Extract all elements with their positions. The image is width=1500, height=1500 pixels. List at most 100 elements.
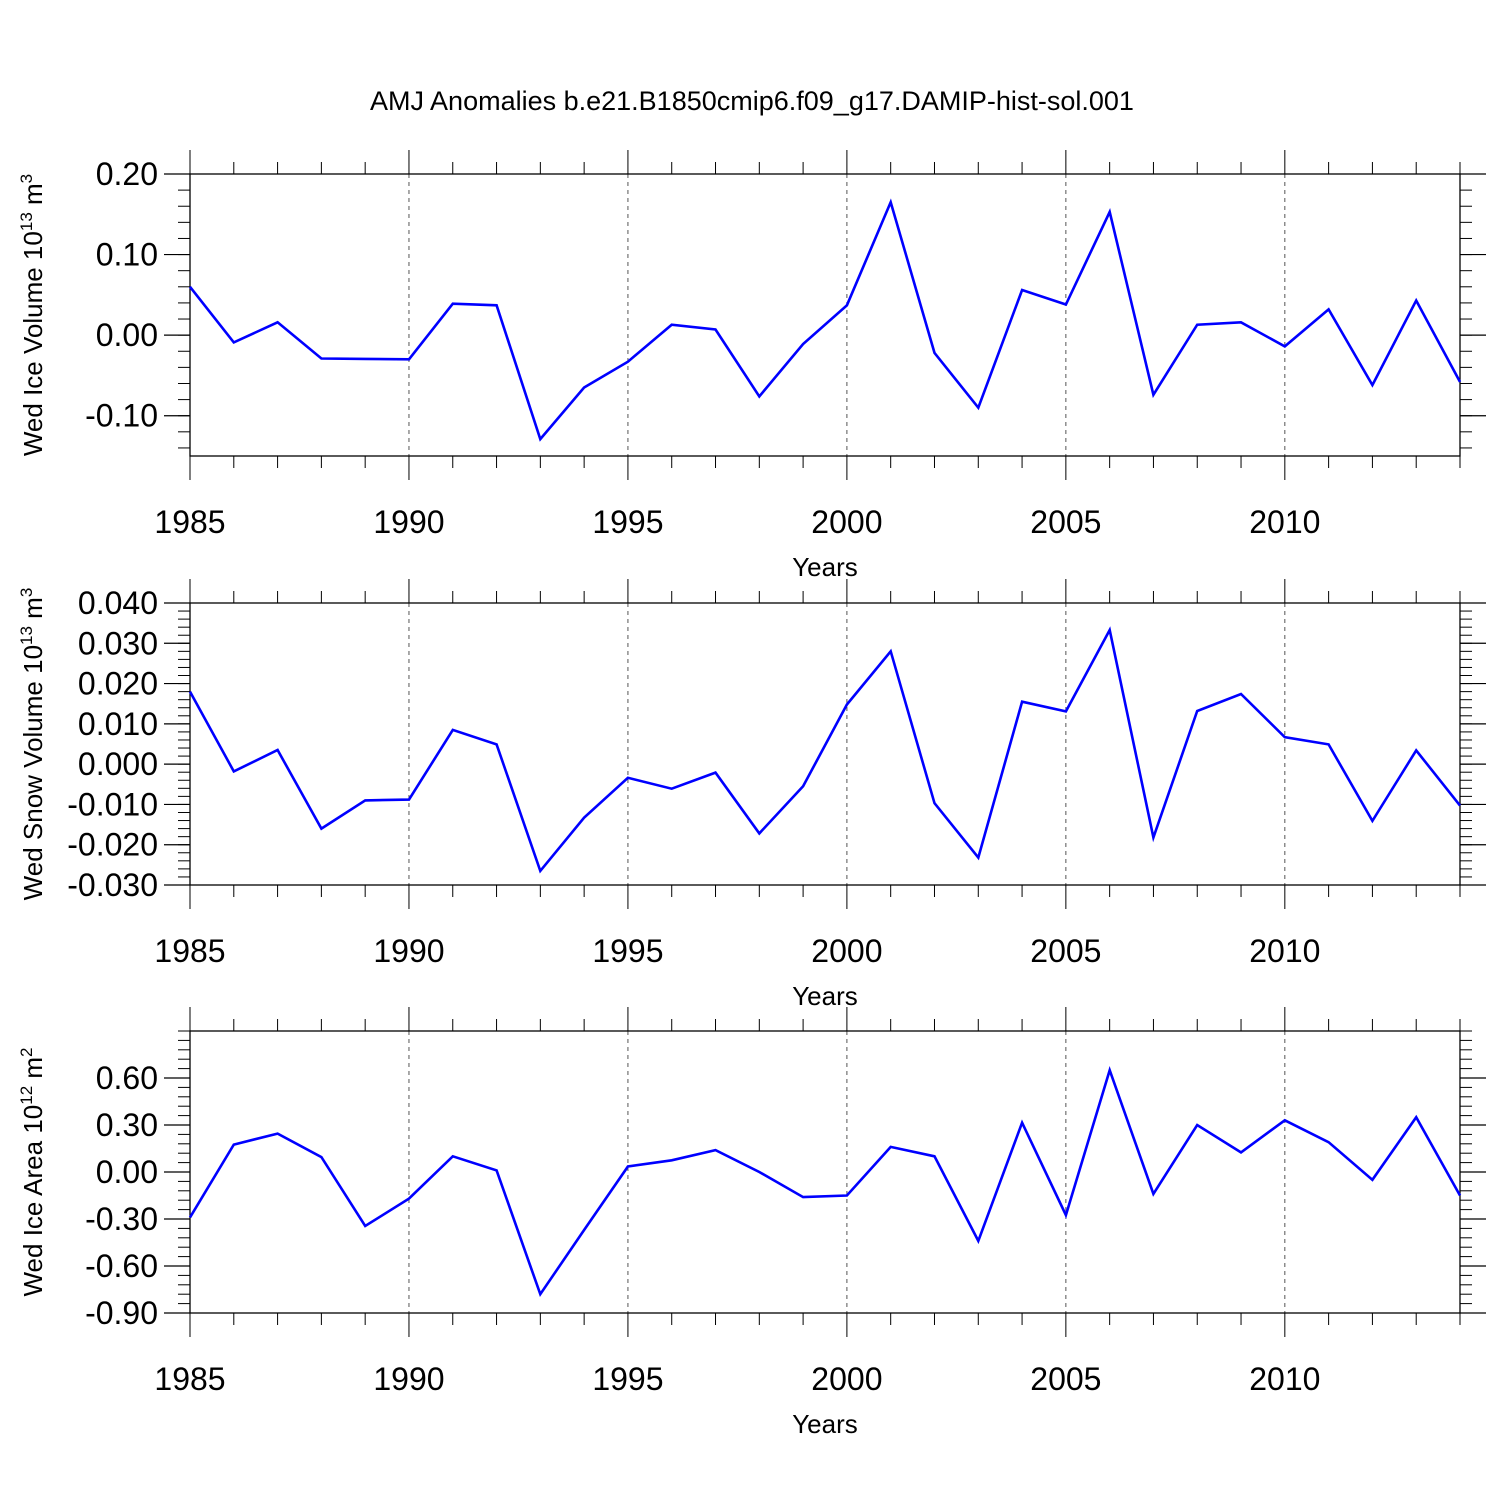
data-point	[1195, 709, 1199, 713]
data-point	[1370, 383, 1374, 387]
data-point	[1020, 288, 1024, 292]
data-point	[538, 869, 542, 873]
data-point	[582, 816, 586, 820]
data-point	[714, 1148, 718, 1152]
data-point	[451, 1154, 455, 1158]
data-point	[188, 285, 192, 289]
y-tick-label: -0.30	[85, 1201, 158, 1237]
y-axis-title: Wed Ice Area 1012 m2	[17, 1047, 48, 1296]
panels: -0.10 0.00 0.10 0.20 1985 1990 1995 2000 2005 201…	[17, 150, 1486, 1439]
y-tick-label: 0.000	[78, 746, 158, 782]
data-point	[451, 302, 455, 306]
y-tick-label: 0.00	[96, 1154, 158, 1190]
data-point	[801, 1195, 805, 1199]
data-point	[188, 690, 192, 694]
y-tick-label: -0.10	[85, 398, 158, 434]
data-point	[1414, 748, 1418, 752]
data-point	[1370, 819, 1374, 823]
data-point	[1327, 307, 1331, 311]
data-point	[1020, 1121, 1024, 1125]
data-point	[1414, 1115, 1418, 1119]
data-point	[889, 649, 893, 653]
data-point	[1283, 735, 1287, 739]
data-point	[1195, 1123, 1199, 1127]
data-point	[845, 703, 849, 707]
x-tick-label: 2010	[1249, 933, 1320, 969]
data-point	[1195, 323, 1199, 327]
x-tick-label: 2005	[1030, 1361, 1101, 1397]
y-axis-title-unit-exponent: 3	[17, 174, 36, 183]
y-axis-title-exponent: 12	[17, 1086, 36, 1105]
data-point	[538, 437, 542, 441]
data-point	[319, 1155, 323, 1159]
data-point	[757, 1170, 761, 1174]
y-tick-label: -0.60	[85, 1248, 158, 1284]
y-axis-title-exponent: 13	[17, 212, 36, 231]
data-point	[670, 1158, 674, 1162]
data-point	[363, 357, 367, 361]
data-point	[1064, 1213, 1068, 1217]
data-point	[1151, 835, 1155, 839]
panel-1: -0.10 0.00 0.10 0.20 1985 1990 1995 2000 2005 201…	[17, 150, 1486, 582]
data-point	[1064, 303, 1068, 307]
data-point	[232, 769, 236, 773]
data-point	[1283, 344, 1287, 348]
data-point	[801, 784, 805, 788]
data-point	[495, 303, 499, 307]
data-point	[407, 1197, 411, 1201]
y-axis-title-text: Wed Ice Volume 10	[18, 231, 48, 456]
x-tick-label: 1990	[373, 504, 444, 540]
x-tick-label: 2010	[1249, 504, 1320, 540]
data-point	[1239, 1150, 1243, 1154]
y-tick-label: 0.30	[96, 1107, 158, 1143]
data-point	[1458, 380, 1462, 384]
data-point	[932, 801, 936, 805]
data-point	[845, 1194, 849, 1198]
data-point	[1370, 1178, 1374, 1182]
x-tick-label: 1985	[154, 933, 225, 969]
plot-frame	[189, 1030, 1461, 1314]
data-point	[1327, 742, 1331, 746]
data-point	[1239, 692, 1243, 696]
data-point	[363, 1224, 367, 1228]
chart-title: AMJ Anomalies b.e21.B1850cmip6.f09_g17.D…	[370, 86, 1134, 116]
data-point	[1327, 1140, 1331, 1144]
data-point	[319, 827, 323, 831]
data-point	[757, 831, 761, 835]
data-point	[1064, 709, 1068, 713]
x-tick-label: 1985	[154, 1361, 225, 1397]
data-point	[757, 394, 761, 398]
plot-frame	[189, 173, 1461, 457]
y-axis-title-unit-exponent: 3	[17, 588, 36, 597]
y-axis-title-unit-exponent: 2	[17, 1047, 36, 1056]
data-point	[1151, 1192, 1155, 1196]
data-point	[1151, 393, 1155, 397]
data-point	[626, 1165, 630, 1169]
data-point	[276, 748, 280, 752]
y-axis-title: Wed Snow Volume 1013 m3	[17, 588, 48, 901]
y-tick-label: -0.030	[67, 867, 158, 903]
data-point	[1020, 700, 1024, 704]
x-tick-label: 2000	[811, 933, 882, 969]
y-tick-label: 0.040	[78, 585, 158, 621]
x-tick-label: 1995	[592, 504, 663, 540]
data-point	[976, 856, 980, 860]
panel-3: -0.90 -0.60 -0.30 0.00 0.30 0.60 1985 1990 1995 2…	[17, 1007, 1486, 1439]
x-tick-label: 1995	[592, 1361, 663, 1397]
y-axis-title-unit: m	[18, 1057, 48, 1086]
data-point	[451, 728, 455, 732]
y-tick-label: 0.030	[78, 625, 158, 661]
data-point	[582, 386, 586, 390]
data-point	[714, 771, 718, 775]
panel-2: -0.030 -0.020 -0.010 0.000 0.010 0.020 0.030 0.…	[17, 579, 1486, 1011]
data-point	[276, 1132, 280, 1136]
y-tick-label: 0.10	[96, 237, 158, 273]
data-point	[276, 320, 280, 324]
data-point	[407, 357, 411, 361]
data-point	[582, 1228, 586, 1232]
data-point	[932, 351, 936, 355]
x-tick-label: 2000	[811, 504, 882, 540]
data-point	[319, 357, 323, 361]
plot-frame	[189, 602, 1461, 886]
data-point	[976, 1239, 980, 1243]
